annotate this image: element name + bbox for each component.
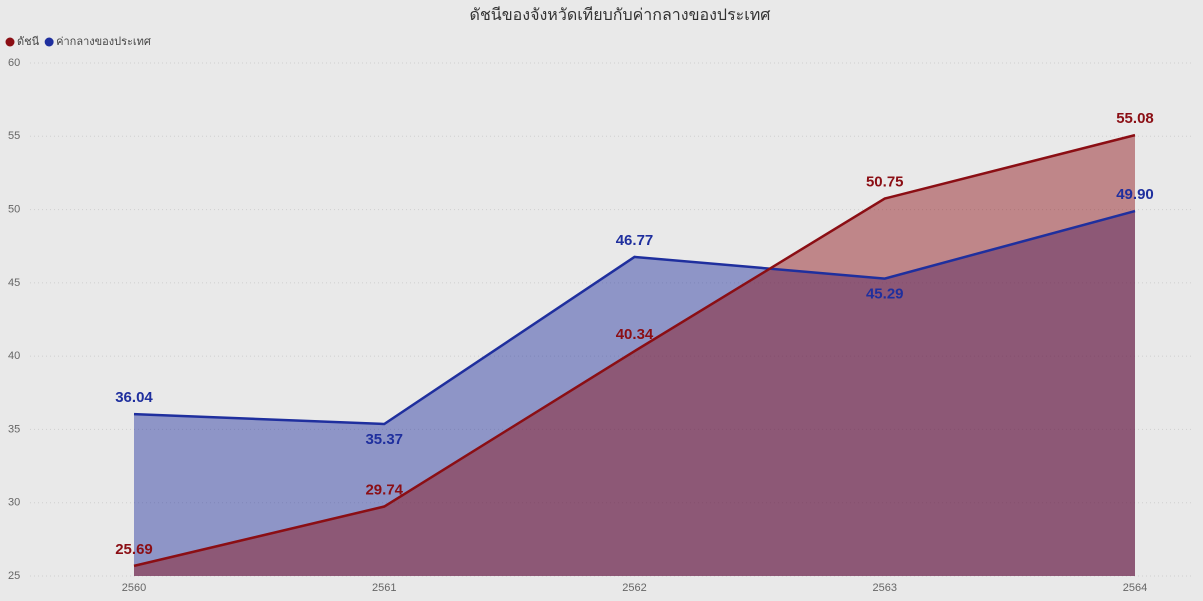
x-tick-label: 2560 bbox=[122, 582, 146, 594]
legend-marker bbox=[44, 37, 54, 47]
y-tick-label: 40 bbox=[8, 350, 20, 362]
line bbox=[133, 209, 1136, 426]
data-label: 55.08 bbox=[1116, 110, 1154, 127]
y-tick-label: 25 bbox=[8, 570, 20, 582]
data-label: 45.29 bbox=[866, 286, 904, 303]
y-tick-label: 50 bbox=[8, 203, 20, 215]
y-tick-label: 45 bbox=[8, 277, 20, 289]
y-tick-label: 35 bbox=[8, 423, 20, 435]
legend-marker bbox=[5, 37, 15, 47]
y-tick-label: 60 bbox=[8, 57, 20, 69]
data-label: 29.74 bbox=[365, 481, 403, 498]
y-tick-label: 55 bbox=[8, 130, 20, 142]
area-fill bbox=[134, 135, 1135, 576]
data-label: 35.37 bbox=[365, 431, 403, 448]
chart-title: ดัชนีของจังหวัดเทียบกับค่ากลางของประเทศ bbox=[470, 6, 771, 24]
data-label: 49.90 bbox=[1116, 186, 1154, 203]
y-tick-label: 30 bbox=[8, 497, 20, 509]
x-tick-label: 2562 bbox=[622, 582, 646, 594]
legend-label: ค่ากลางของประเทศ bbox=[56, 36, 151, 48]
legend-label: ดัชนี bbox=[17, 35, 40, 48]
x-tick-label: 2564 bbox=[1123, 582, 1147, 594]
x-tick-label: 2563 bbox=[873, 582, 897, 594]
legend: ดัชนี ค่ากลางของประเทศ bbox=[5, 35, 151, 48]
data-label: 50.75 bbox=[866, 174, 904, 191]
area-fill bbox=[134, 211, 1135, 576]
x-tick-label: 2561 bbox=[372, 582, 396, 594]
data-label: 25.69 bbox=[115, 541, 153, 558]
data-label: 40.34 bbox=[616, 326, 654, 343]
data-label: 46.77 bbox=[616, 232, 654, 249]
data-label: 36.04 bbox=[115, 389, 153, 406]
line bbox=[133, 133, 1136, 568]
